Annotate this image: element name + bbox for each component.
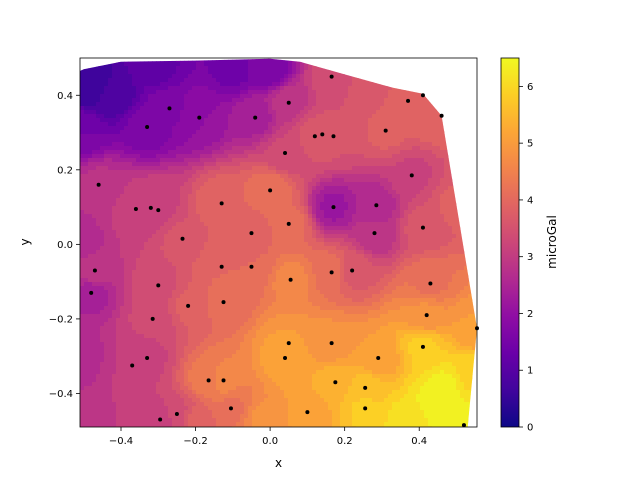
station-marker (283, 356, 287, 360)
station-marker (372, 231, 376, 235)
station-marker (330, 75, 334, 79)
station-marker (462, 423, 466, 427)
station-marker (207, 378, 211, 382)
y-tick-label: 0.4 (57, 91, 73, 102)
station-marker (97, 183, 101, 187)
station-marker (406, 99, 410, 103)
station-marker (130, 364, 134, 368)
y-tick-label: −0.2 (49, 314, 73, 325)
station-marker (320, 132, 324, 136)
station-marker (287, 101, 291, 105)
station-marker (156, 208, 160, 212)
station-marker (425, 313, 429, 317)
colorbar-label: microGal (545, 215, 559, 269)
x-tick-label: −0.4 (109, 436, 133, 447)
station-marker (374, 203, 378, 207)
colorbar-tick-label: 5 (527, 139, 533, 150)
station-marker (331, 205, 335, 209)
station-marker (167, 106, 171, 110)
colorbar-tick-label: 3 (527, 252, 533, 263)
colorbar-tick-label: 1 (527, 366, 533, 377)
y-tick-label: 0.2 (57, 165, 73, 176)
station-marker (333, 380, 337, 384)
station-marker (350, 268, 354, 272)
station-marker (93, 268, 97, 272)
colorbar: 0 1 2 3 4 5 6 (501, 58, 533, 434)
colorbar-tick-label: 0 (527, 423, 533, 434)
station-marker (283, 151, 287, 155)
station-marker (305, 410, 309, 414)
station-marker (249, 231, 253, 235)
colorbar-tick-label: 2 (527, 309, 533, 320)
station-marker (222, 378, 226, 382)
station-marker (89, 291, 93, 295)
station-marker (330, 341, 334, 345)
station-marker (151, 317, 155, 321)
station-marker (287, 222, 291, 226)
y-axis-label: y (18, 238, 32, 245)
x-tick-label: 0.4 (411, 436, 427, 447)
station-marker (158, 418, 162, 422)
station-marker (222, 300, 226, 304)
station-marker (186, 304, 190, 308)
station-marker (181, 237, 185, 241)
station-marker (156, 283, 160, 287)
x-tick-label: −0.2 (183, 436, 207, 447)
station-marker (428, 282, 432, 286)
colorbar-tick-label: 4 (527, 195, 533, 206)
x-tick-label: 0.2 (337, 436, 353, 447)
station-marker (145, 125, 149, 129)
station-marker (331, 134, 335, 138)
station-marker (268, 188, 272, 192)
colorbar-tick-label: 6 (527, 82, 533, 93)
station-marker (421, 93, 425, 97)
station-marker (145, 356, 149, 360)
station-marker (363, 386, 367, 390)
station-marker (313, 134, 317, 138)
station-marker (197, 116, 201, 120)
station-marker (289, 278, 293, 282)
colorbar-gradient (501, 58, 519, 427)
contour-field (80, 58, 480, 430)
station-marker (330, 270, 334, 274)
x-axis: −0.4 −0.2 0.0 0.2 0.4 (109, 427, 427, 447)
y-tick-label: −0.4 (49, 389, 73, 400)
station-marker (376, 356, 380, 360)
y-tick-label: 0.0 (57, 240, 73, 251)
station-marker (220, 201, 224, 205)
station-marker (149, 206, 153, 210)
station-marker (175, 412, 179, 416)
y-axis: −0.4 −0.2 0.0 0.2 0.4 (49, 91, 80, 400)
station-marker (421, 226, 425, 230)
station-marker (134, 207, 138, 211)
x-axis-label: x (275, 456, 282, 470)
station-marker (363, 406, 367, 410)
station-marker (249, 265, 253, 269)
station-marker (253, 116, 257, 120)
station-marker (440, 114, 444, 118)
station-marker (229, 406, 233, 410)
station-marker (384, 129, 388, 133)
station-marker (287, 341, 291, 345)
station-marker (220, 265, 224, 269)
station-marker (410, 173, 414, 177)
x-tick-label: 0.0 (262, 436, 278, 447)
station-marker (421, 345, 425, 349)
plot-area (80, 58, 480, 430)
